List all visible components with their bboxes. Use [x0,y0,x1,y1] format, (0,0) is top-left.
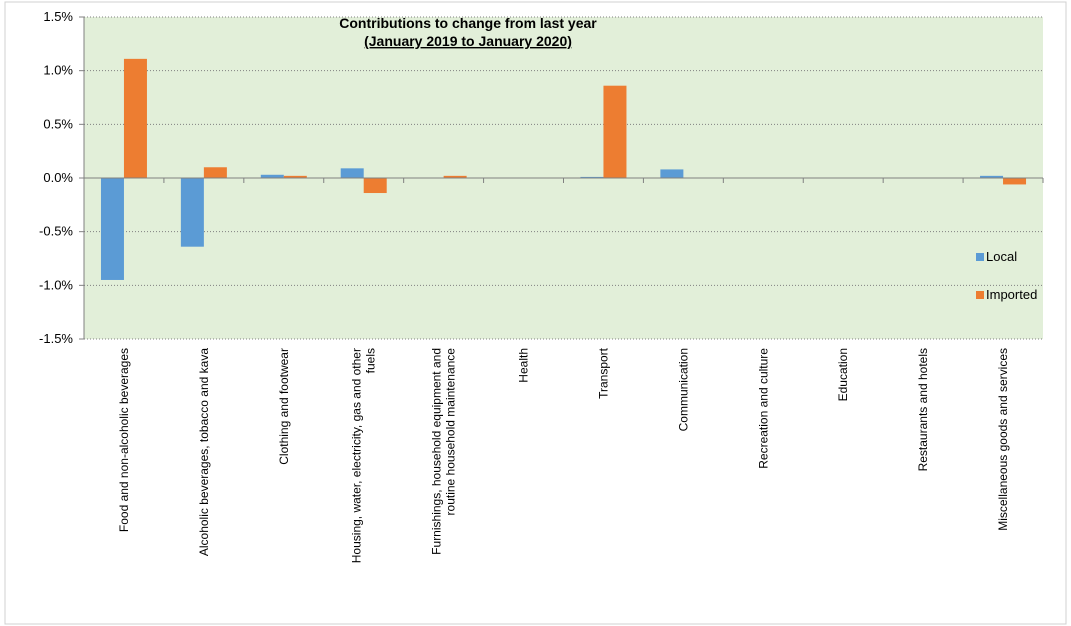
y-tick-label: 0.0% [43,170,73,185]
bar-imported [603,85,627,178]
x-tick-label: Recreation and culture [756,348,770,469]
x-tick-label: Furnishings, household equipment and [430,348,444,555]
x-tick-label: Clothing and footwear [277,348,291,465]
x-tick-label: Education [836,348,850,401]
x-tick-label: Miscellaneous goods and services [996,348,1010,531]
bar-local [100,178,124,280]
chart-subtitle: (January 2019 to January 2020) [364,33,572,49]
bar-local [180,178,204,247]
y-tick-label: 0.5% [43,116,73,131]
y-tick-label: -1.5% [39,331,73,346]
bar-imported [1003,178,1027,185]
x-tick-label: Food and non-alcoholic beverages [117,348,131,532]
bar-local [340,168,364,178]
legend-swatch-local [976,253,984,261]
bar-imported [123,58,147,178]
bars [100,58,1027,280]
x-tick-label: routine household maintenance [444,348,458,516]
bar-local [660,169,684,178]
bar-imported [443,175,467,178]
x-tick-label: Restaurants and hotels [916,348,930,471]
x-tick-label: Alcoholic beverages, tobacco and kava [197,348,211,556]
bar-local [260,174,284,178]
legend-label-local: Local [986,249,1017,264]
bar-local [980,175,1004,178]
bar-local [580,176,604,178]
bar-imported [363,178,387,194]
x-tick-label: Transport [596,347,610,399]
y-tick-label: 1.0% [43,63,73,78]
y-axis-ticks: 1.5% 1.0% 0.5% 0.0% -0.5% -1.0% -1.5% [39,9,84,346]
x-tick-label: Communication [676,348,690,431]
y-tick-label: -0.5% [39,224,73,239]
bar-imported [283,175,307,178]
chart-title: Contributions to change from last year [339,15,597,31]
bar-imported [203,167,227,178]
y-tick-label: -1.0% [39,277,73,292]
legend-swatch-imported [976,291,984,299]
gridlines [84,16,1043,340]
x-tick-label: Housing, water, electricity, gas and oth… [350,348,364,563]
axes [83,17,1044,339]
legend: Local Imported [976,249,1037,302]
x-tick-label: fuels [364,348,378,373]
y-tick-label: 1.5% [43,9,73,24]
x-tick-label: Health [517,348,531,383]
x-axis-labels: Food and non-alcoholic beverages Alcoholi… [117,347,1010,563]
legend-label-imported: Imported [986,287,1037,302]
